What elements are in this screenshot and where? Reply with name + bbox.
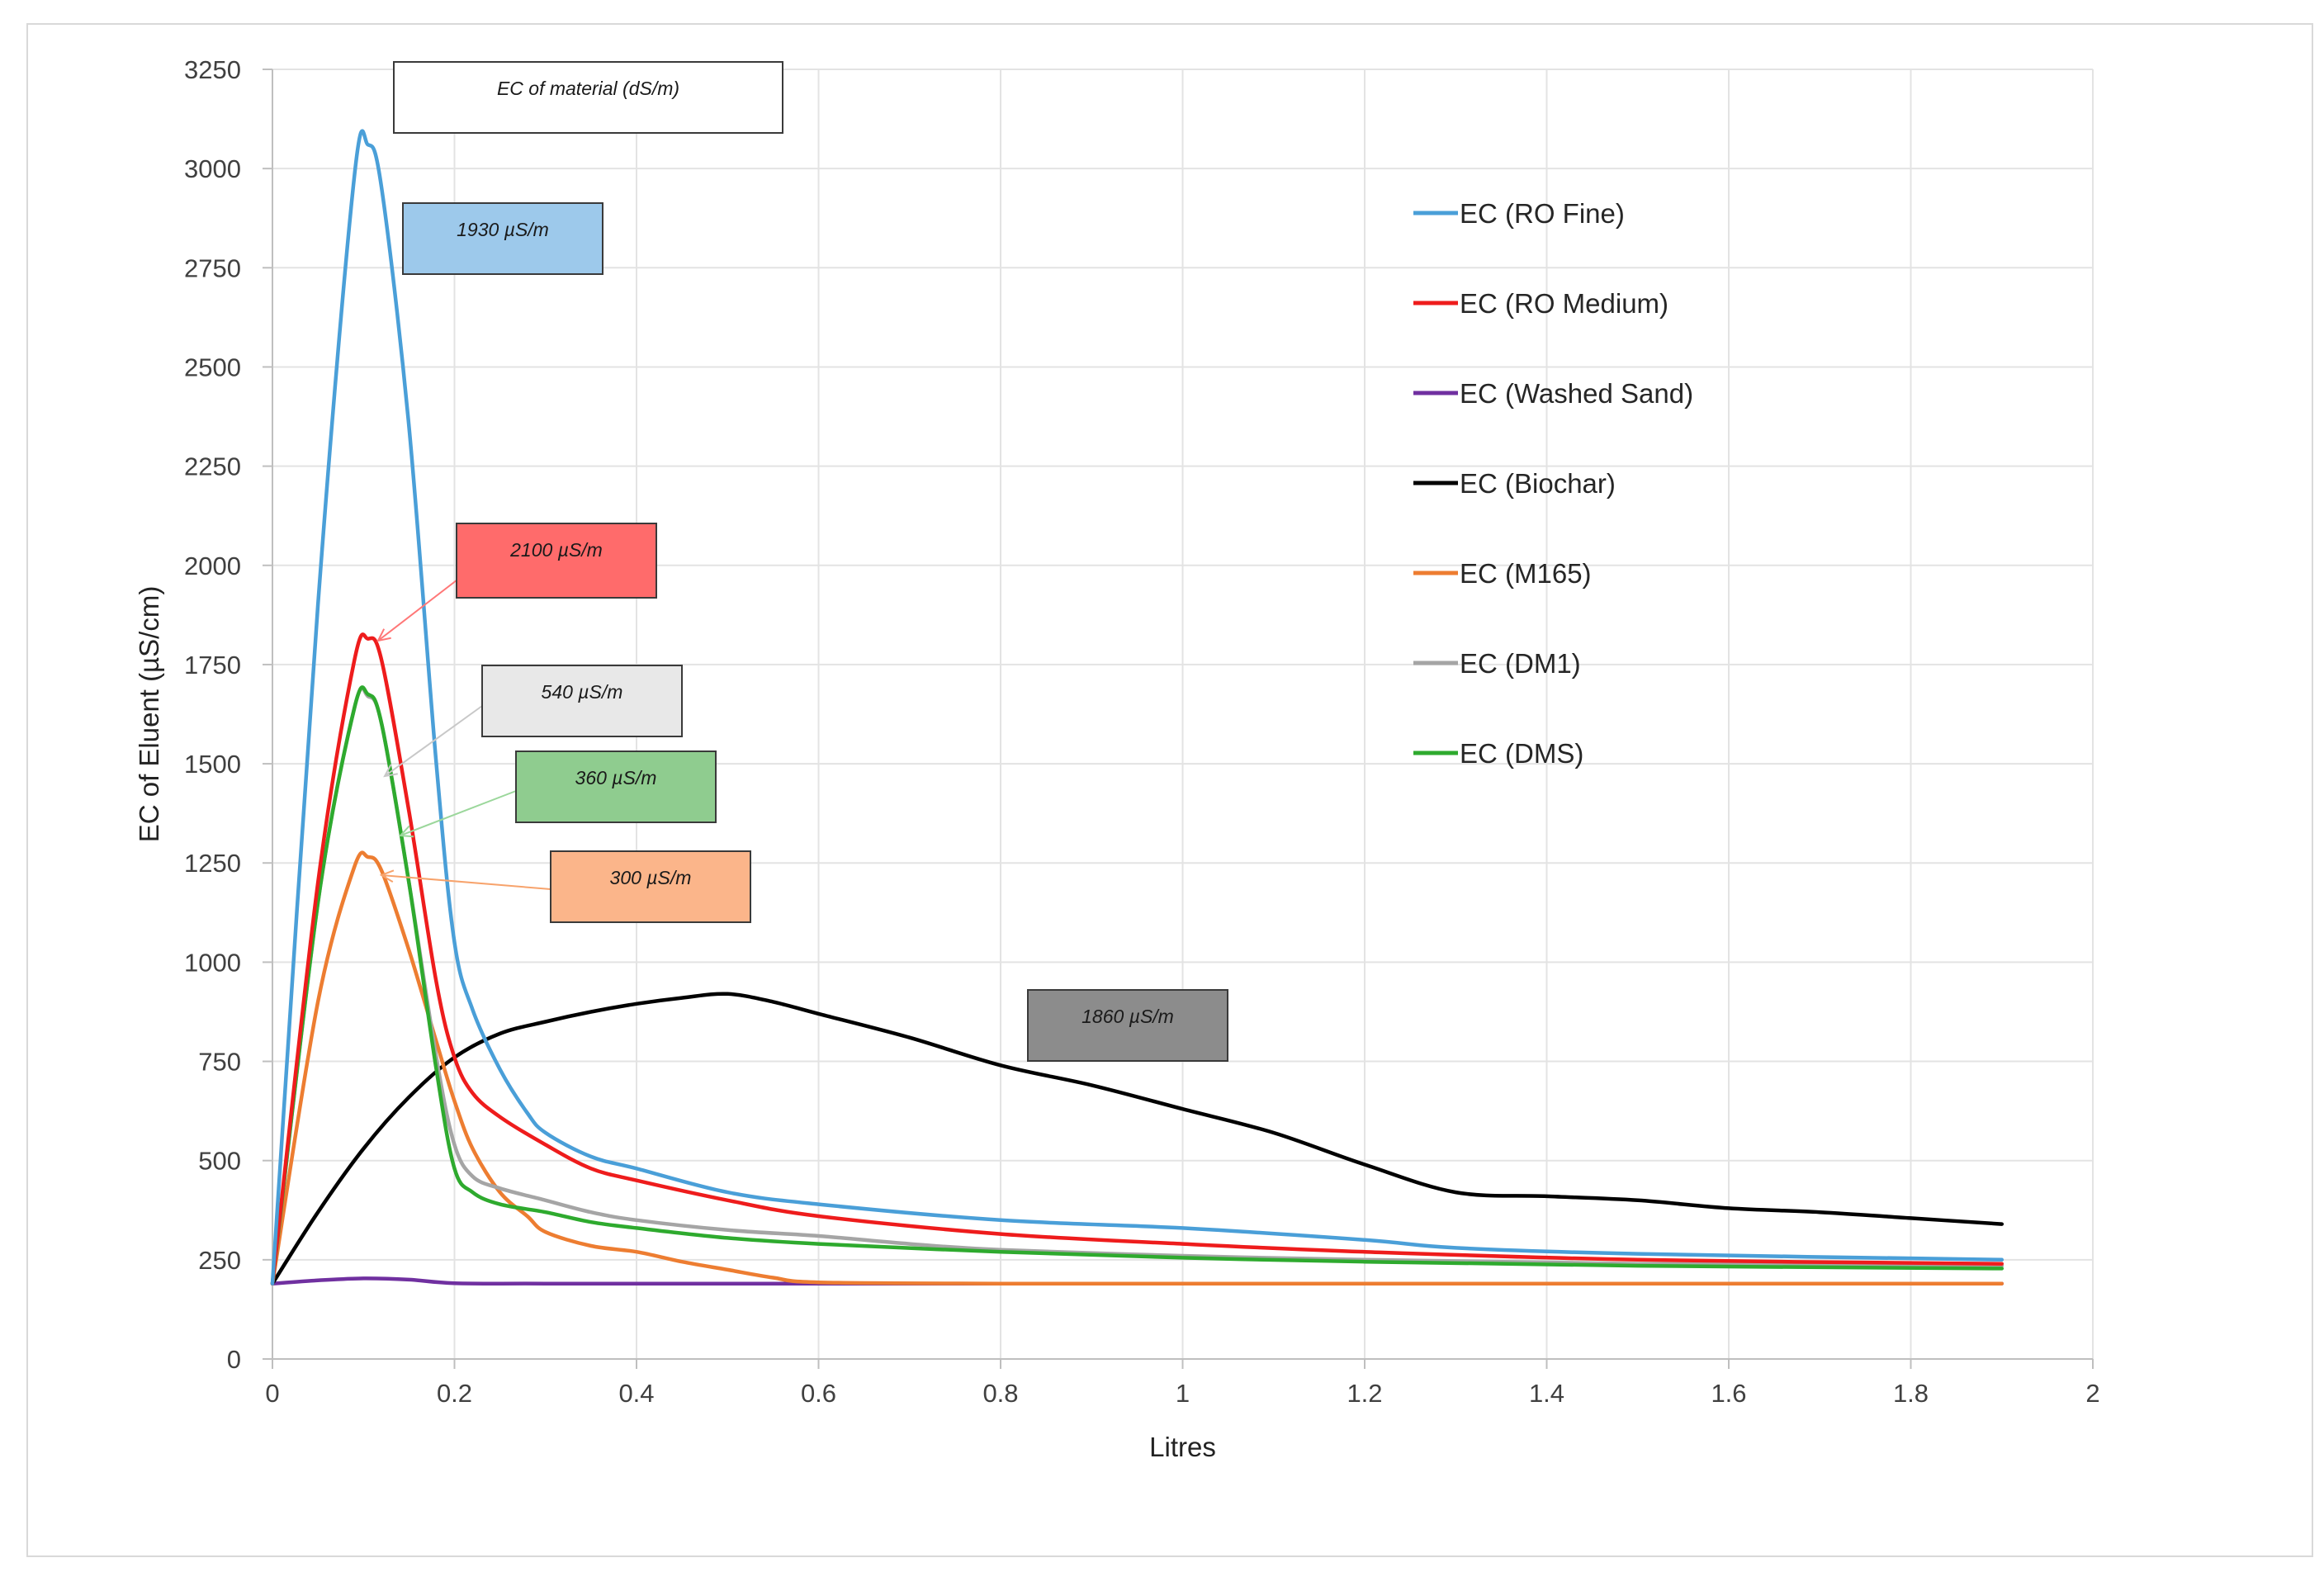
legend: EC (RO Fine) EC (RO Medium) EC (Washed San… [1413, 198, 1693, 769]
x-tick-label: 0.4 [618, 1379, 654, 1408]
y-tick-label: 2750 [184, 253, 241, 282]
series-line-3 [270, 992, 2005, 1286]
x-tick-label: 0.8 [982, 1379, 1018, 1408]
annotation-callouts: EC of material (dS/m) 1930 µS/m 2100 µS/m 5… [376, 61, 1228, 1062]
y-axis-title: EC of Eluent (µS/cm) [134, 586, 164, 843]
axes [263, 69, 2094, 1369]
y-tick-label: 2500 [184, 353, 241, 381]
y-tick-label: 750 [198, 1048, 241, 1077]
legend-entry: EC (Biochar) [1460, 468, 1616, 499]
series-line-1 [270, 632, 2005, 1286]
x-axis-title: Litres [1149, 1432, 1216, 1462]
annotation-label: 1860 µS/m [1082, 1006, 1174, 1027]
y-tick-label: 1250 [184, 849, 241, 878]
callout-arrowhead [398, 825, 414, 838]
x-tick-label: 2 [2085, 1379, 2099, 1408]
chart-frame [26, 23, 2313, 1557]
callout-leader [381, 874, 551, 890]
y-tick-label: 500 [198, 1147, 241, 1176]
annotation-label: 1930 µS/m [457, 219, 549, 240]
x-tick-label: 0.6 [801, 1379, 836, 1408]
y-tick-label: 1750 [184, 651, 241, 679]
series-line-4 [270, 850, 2005, 1286]
annotation-box [402, 202, 603, 275]
annotation-box [456, 523, 657, 599]
y-tick-label: 1000 [184, 948, 241, 977]
callout-arrowhead [383, 764, 398, 778]
callout-arrowhead [379, 869, 395, 883]
annotation-label: EC of material (dS/m) [497, 78, 679, 99]
legend-entry: EC (RO Fine) [1460, 198, 1625, 229]
y-tick-label: 2000 [184, 552, 241, 580]
x-tick-label: 0 [265, 1379, 279, 1408]
annotation-label: 360 µS/m [575, 767, 657, 788]
x-tick-label: 1.4 [1529, 1379, 1564, 1408]
x-tick-label: 0.2 [437, 1379, 472, 1408]
annotation-box [481, 665, 683, 737]
y-tick-label: 3250 [184, 55, 241, 84]
annotation-box [515, 750, 717, 823]
legend-entry: EC (RO Medium) [1460, 288, 1668, 319]
legend-entry: EC (DM1) [1460, 648, 1581, 679]
callout-leader [400, 790, 517, 836]
x-tick-label: 1.6 [1711, 1379, 1746, 1408]
annotation-box [393, 61, 783, 134]
series-lines [270, 129, 2005, 1286]
y-tick-label: 2250 [184, 452, 241, 481]
series-line-6 [270, 685, 2005, 1286]
annotation-label: 540 µS/m [542, 681, 623, 703]
annotation-box [550, 850, 751, 923]
y-tick-label: 3000 [184, 154, 241, 183]
annotation-box [1027, 989, 1228, 1062]
legend-entry: EC (M165) [1460, 558, 1592, 589]
x-tick-labels: 0 0.2 0.4 0.6 0.8 1 1.2 1.4 1.6 1.8 2 [265, 1379, 2099, 1408]
y-tick-label: 250 [198, 1246, 241, 1275]
y-tick-label: 0 [227, 1345, 241, 1374]
series-line-0 [270, 129, 2005, 1286]
x-tick-label: 1.8 [1893, 1379, 1929, 1408]
callout-arrowhead [376, 628, 391, 642]
legend-entry: EC (DMS) [1460, 738, 1583, 769]
y-tick-label: 1500 [184, 750, 241, 779]
annotation-label: 300 µS/m [610, 867, 692, 888]
callout-leader [384, 705, 483, 777]
annotation-label: 2100 µS/m [509, 539, 603, 561]
y-tick-labels: 0 250 500 750 1000 1250 1500 1750 2000 2250 2500 27… [184, 55, 241, 1374]
legend-entry: EC (Washed Sand) [1460, 378, 1693, 409]
x-tick-label: 1.2 [1347, 1379, 1382, 1408]
x-tick-label: 1 [1176, 1379, 1190, 1408]
